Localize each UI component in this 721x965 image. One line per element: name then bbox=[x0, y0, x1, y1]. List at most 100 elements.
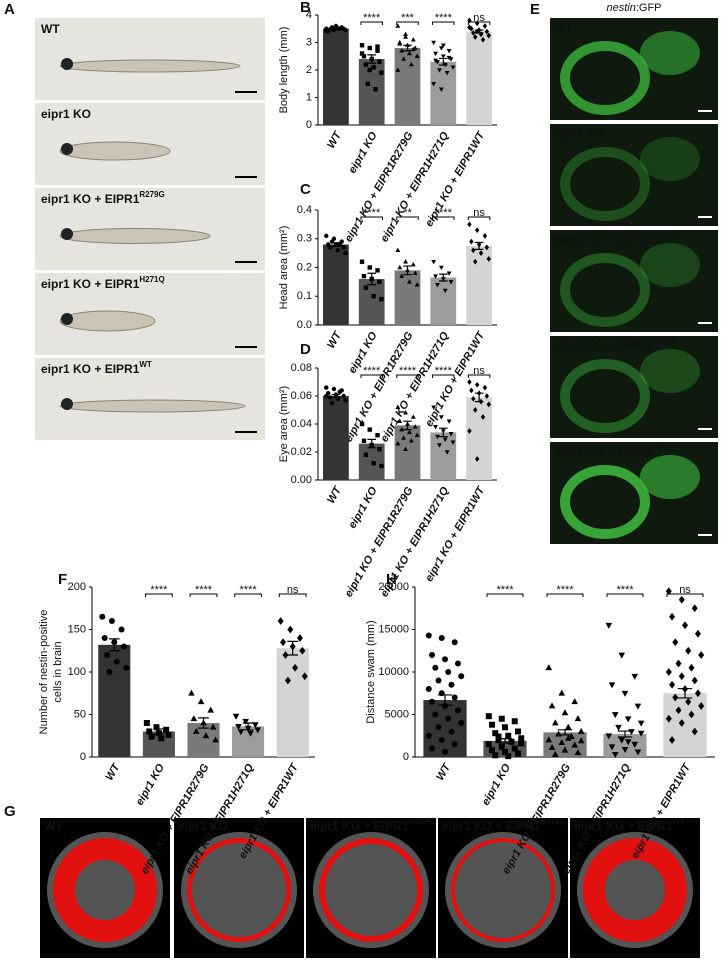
error-bar bbox=[474, 29, 484, 34]
data-point bbox=[120, 643, 127, 650]
data-point bbox=[190, 715, 198, 722]
data-point bbox=[514, 728, 521, 735]
data-point bbox=[371, 294, 376, 299]
data-point bbox=[252, 722, 259, 729]
data-point bbox=[367, 427, 372, 432]
data-point bbox=[118, 626, 125, 633]
data-point bbox=[379, 296, 384, 302]
bar bbox=[323, 28, 349, 125]
bar bbox=[358, 279, 385, 325]
y-axis-label: Number of nestin-positive bbox=[38, 610, 50, 735]
y-axis-label: Body length (mm) bbox=[278, 27, 290, 114]
sig-label: **** bbox=[363, 365, 381, 377]
sig-bracket bbox=[666, 593, 704, 597]
data-point bbox=[442, 656, 448, 663]
data-point bbox=[429, 652, 436, 658]
sig-bracket bbox=[467, 21, 491, 25]
data-point bbox=[605, 622, 613, 629]
data-point bbox=[371, 65, 376, 70]
fish-eye bbox=[61, 143, 73, 155]
data-point bbox=[467, 428, 472, 434]
data-point bbox=[188, 689, 195, 696]
data-point bbox=[467, 24, 472, 31]
label-text: eipr1 KO bbox=[554, 126, 604, 140]
data-point bbox=[401, 56, 407, 61]
data-point bbox=[367, 67, 372, 73]
data-point bbox=[446, 48, 452, 54]
data-point bbox=[367, 265, 372, 270]
image-label: eipr1 KO bbox=[41, 107, 91, 121]
data-point bbox=[209, 723, 217, 730]
data-point bbox=[367, 45, 372, 51]
data-point bbox=[492, 752, 499, 759]
data-point bbox=[432, 711, 439, 718]
bar bbox=[394, 48, 421, 125]
sig-label: **** bbox=[496, 584, 514, 596]
data-point bbox=[403, 259, 408, 264]
fish-body bbox=[59, 59, 241, 73]
gfp-image bbox=[550, 124, 718, 226]
data-point bbox=[324, 28, 329, 34]
data-point bbox=[202, 732, 210, 739]
data-point bbox=[558, 689, 566, 696]
sig-bracket bbox=[360, 21, 383, 25]
panel-letter: B bbox=[300, 0, 311, 16]
data-point bbox=[458, 673, 465, 680]
bar bbox=[276, 648, 309, 757]
data-point bbox=[471, 30, 476, 36]
data-point bbox=[431, 405, 437, 410]
label-text: eipr1 KO + EIPR1 bbox=[442, 819, 541, 833]
fish-body bbox=[59, 228, 211, 244]
data-point bbox=[438, 635, 445, 641]
data-point bbox=[377, 447, 382, 452]
error-bar bbox=[108, 638, 120, 652]
data-point bbox=[365, 81, 371, 86]
data-point bbox=[621, 746, 629, 753]
image-label: eipr1 KO + EIPR1R279G bbox=[310, 817, 434, 833]
data-point bbox=[414, 432, 420, 437]
data-point bbox=[343, 27, 348, 33]
data-point bbox=[672, 638, 679, 647]
data-point bbox=[495, 733, 502, 740]
sig-bracket bbox=[145, 593, 173, 597]
error-bar bbox=[437, 694, 453, 706]
data-point bbox=[431, 259, 437, 265]
data-point bbox=[379, 70, 384, 75]
sig-label: **** bbox=[399, 365, 417, 377]
well bbox=[181, 832, 297, 948]
data-point bbox=[445, 669, 452, 675]
y-tick-label: 0 bbox=[306, 119, 312, 131]
sig-label: ns bbox=[473, 365, 485, 377]
panel-title: nestin:GFP bbox=[606, 2, 661, 14]
swim-track bbox=[451, 838, 555, 942]
data-point bbox=[484, 393, 490, 399]
data-point bbox=[518, 735, 525, 742]
image-label: eipr1 KO + EIPR1H271Q bbox=[554, 336, 678, 352]
label-text: eipr1 KO + EIPR1 bbox=[41, 277, 140, 291]
data-point bbox=[108, 618, 115, 624]
data-point bbox=[197, 698, 205, 705]
y-tick-label: 0.06 bbox=[291, 390, 312, 402]
data-point bbox=[410, 46, 416, 52]
data-point bbox=[611, 712, 619, 719]
sig-label: *** bbox=[401, 12, 415, 24]
sig-bracket bbox=[360, 216, 383, 220]
data-point bbox=[395, 67, 401, 72]
error-bar bbox=[367, 438, 376, 449]
data-point bbox=[511, 718, 518, 725]
sig-label: **** bbox=[616, 584, 634, 596]
label-text: eipr1 KO bbox=[41, 107, 91, 121]
data-point bbox=[341, 393, 346, 399]
data-point bbox=[694, 629, 701, 638]
data-point bbox=[634, 703, 642, 710]
data-point bbox=[678, 719, 685, 727]
data-point bbox=[505, 732, 512, 739]
data-point bbox=[564, 723, 572, 730]
data-point bbox=[287, 625, 294, 634]
bar bbox=[323, 244, 349, 325]
data-point bbox=[451, 741, 458, 748]
bar bbox=[663, 693, 707, 757]
data-point bbox=[375, 433, 380, 438]
error-bar bbox=[331, 27, 341, 31]
data-point bbox=[212, 736, 219, 743]
